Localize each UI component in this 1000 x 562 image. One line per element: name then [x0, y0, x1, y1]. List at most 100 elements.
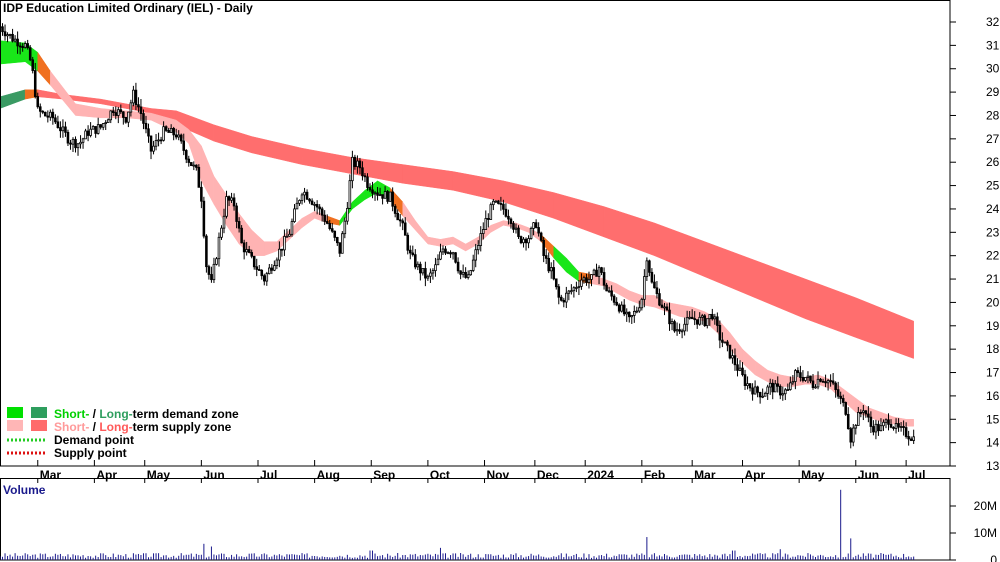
- candle-body: [872, 426, 875, 433]
- candle-body: [512, 223, 515, 230]
- candle-body: [366, 176, 369, 188]
- month-label: Nov: [487, 468, 510, 482]
- candle-body: [268, 267, 271, 275]
- candle-body: [698, 316, 702, 325]
- candle-body: [315, 204, 319, 208]
- candle-body: [137, 104, 140, 108]
- candle-body: [401, 220, 405, 224]
- candle-body: [44, 111, 47, 117]
- candle-body: [99, 124, 102, 128]
- candle-body: [59, 127, 62, 132]
- long-term-band: [0, 89, 914, 359]
- candle-body: [771, 382, 775, 393]
- candle-body: [190, 162, 193, 166]
- candle-body: [21, 46, 24, 48]
- candle-body: [117, 109, 120, 116]
- candle-body: [81, 138, 85, 143]
- candle-body: [768, 382, 772, 388]
- legend-label-part: Short-: [54, 420, 89, 434]
- candle-body: [899, 426, 903, 428]
- price-tick-label: 13: [986, 459, 1000, 473]
- candle-body: [723, 341, 727, 344]
- candle-body: [424, 268, 427, 279]
- candle-body: [391, 191, 394, 207]
- candle-body: [283, 236, 286, 251]
- candle-body: [610, 290, 613, 297]
- candle-body: [633, 311, 636, 316]
- candle-body: [122, 111, 125, 118]
- volume-title: Volume: [3, 483, 46, 497]
- price-tick-label: 15: [986, 412, 1000, 426]
- candle-body: [421, 268, 425, 274]
- candle-body: [705, 318, 709, 327]
- candle-body: [207, 266, 211, 275]
- candle-body: [549, 267, 553, 272]
- candle-body: [195, 164, 198, 168]
- candle-body: [278, 248, 281, 261]
- candle-body: [887, 419, 890, 425]
- candle-body: [232, 197, 236, 207]
- candle-body: [179, 134, 183, 142]
- candle-body: [841, 398, 845, 403]
- candle-body: [378, 194, 382, 197]
- candle-body: [489, 204, 493, 220]
- candle-body: [303, 191, 306, 196]
- candle-body: [376, 192, 379, 196]
- candle-body: [61, 126, 65, 132]
- candle-body: [162, 126, 165, 141]
- candle-body: [205, 235, 208, 268]
- legend-label-part: Long-: [99, 420, 132, 434]
- candle-body: [650, 271, 654, 283]
- candle-body: [245, 249, 248, 253]
- candle-body: [16, 38, 19, 47]
- candle-body: [499, 203, 503, 205]
- candle-body: [71, 138, 75, 145]
- candle-body: [806, 375, 810, 378]
- candle-body: [851, 427, 855, 443]
- candle-body: [884, 419, 888, 423]
- candle-body: [620, 304, 623, 312]
- candle-body: [260, 269, 264, 277]
- candle-body: [288, 233, 291, 237]
- month-label: Oct: [430, 468, 450, 482]
- candle-body: [23, 43, 27, 48]
- legend-label-part: /: [89, 420, 99, 434]
- candle-body: [313, 204, 316, 206]
- candle-body: [91, 126, 95, 130]
- candle-body: [892, 426, 895, 429]
- candle-body: [36, 96, 40, 108]
- candle-body: [836, 389, 840, 397]
- candle-body: [444, 248, 447, 254]
- candle-body: [434, 264, 437, 272]
- candle-body: [504, 208, 508, 217]
- candle-body: [605, 284, 608, 292]
- candle-body: [184, 150, 188, 160]
- candle-body: [544, 255, 548, 259]
- candle-body: [562, 299, 566, 303]
- candle-body: [791, 381, 795, 384]
- candle-body: [325, 221, 329, 224]
- candle-body: [592, 269, 596, 275]
- candle-body: [831, 380, 835, 384]
- candle-body: [111, 110, 115, 113]
- candle-body: [215, 258, 218, 265]
- long-term-band-segment: [855, 297, 914, 359]
- candle-body: [348, 180, 352, 209]
- candle-body: [235, 205, 238, 222]
- candle-body: [819, 378, 822, 382]
- candle-body: [414, 254, 417, 268]
- candle-body: [449, 252, 452, 255]
- candle-body: [51, 111, 55, 119]
- candle-body: [383, 191, 387, 199]
- candle-body: [542, 239, 545, 256]
- candle-body: [212, 263, 216, 281]
- candle-body: [152, 145, 155, 152]
- candle-body: [149, 135, 153, 152]
- candle-body: [668, 309, 671, 325]
- candle-body: [726, 341, 729, 346]
- candle-body: [363, 175, 367, 178]
- short-term-band-segment: [0, 40, 26, 65]
- candle-body: [469, 270, 472, 276]
- legend-label: Supply point: [54, 446, 127, 460]
